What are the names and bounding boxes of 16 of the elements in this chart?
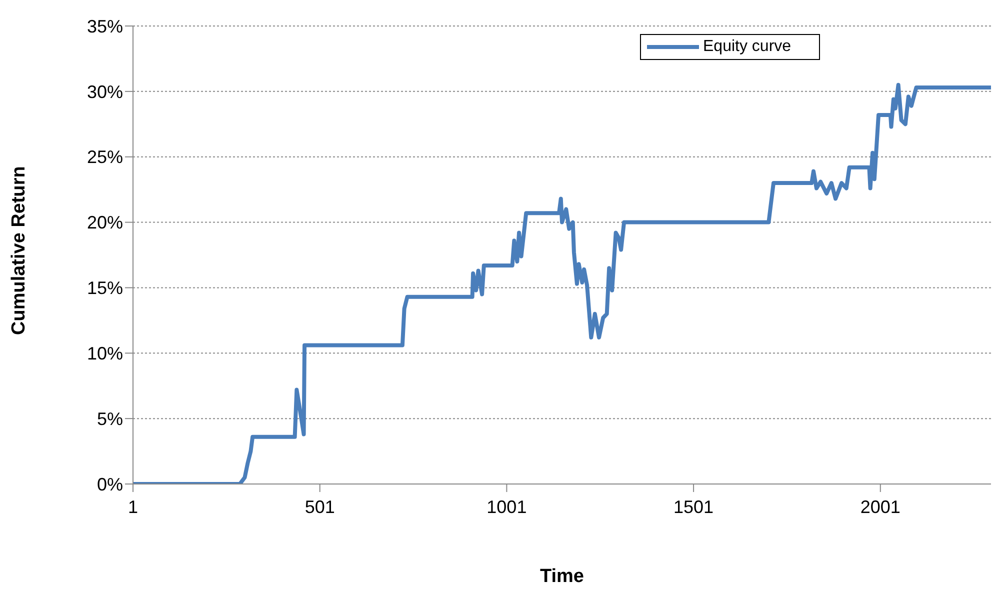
- y-tick-label: 0%: [96, 474, 123, 494]
- y-tick-label: 5%: [96, 408, 123, 429]
- x-tick-label: 1: [128, 496, 138, 517]
- y-tick-label: 25%: [86, 147, 123, 168]
- x-tick-label: 2001: [860, 496, 900, 517]
- y-tick-label: 30%: [86, 82, 123, 102]
- x-tick-label: 1501: [674, 496, 714, 517]
- x-tick-label: 1001: [486, 496, 527, 517]
- y-tick-label: 20%: [86, 212, 123, 233]
- y-tick-label: 15%: [86, 278, 123, 298]
- legend-label: Equity curve: [703, 38, 792, 56]
- x-tick-label: 501: [304, 496, 335, 517]
- y-tick-label: 35%: [86, 16, 123, 36]
- x-axis-title: Time: [540, 566, 584, 587]
- y-tick-label: 10%: [86, 344, 123, 364]
- y-axis-title: Cumulative Return: [8, 166, 30, 335]
